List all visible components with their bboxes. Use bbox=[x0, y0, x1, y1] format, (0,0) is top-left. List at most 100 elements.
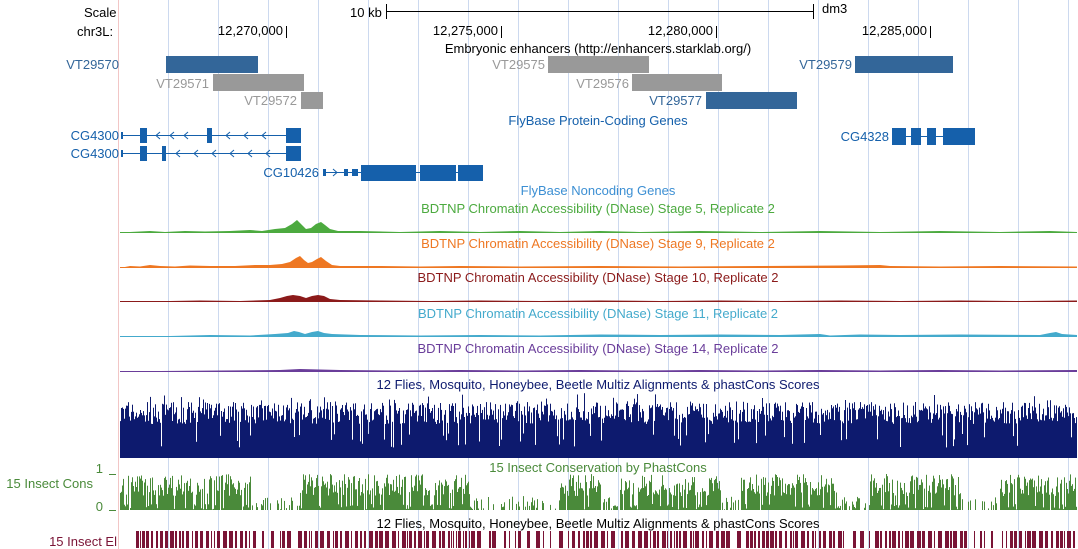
gene-label[interactable]: CG4328 bbox=[841, 129, 889, 144]
phastcons-bar bbox=[916, 476, 917, 510]
phastcons-bar bbox=[855, 508, 856, 510]
enhancer-feature[interactable] bbox=[855, 56, 953, 73]
multiz-bar bbox=[279, 416, 280, 458]
multiz-bar bbox=[823, 413, 824, 458]
enhancer-feature[interactable] bbox=[632, 74, 722, 91]
multiz-bar bbox=[994, 421, 995, 458]
phastcons-bar bbox=[301, 508, 302, 510]
phastcons-bar bbox=[1000, 488, 1001, 510]
gene-label[interactable]: CG4300 bbox=[71, 128, 119, 143]
multiz-bar bbox=[157, 421, 158, 458]
conserved-element bbox=[385, 531, 389, 548]
phastcons-bar bbox=[203, 509, 204, 510]
multiz-bar bbox=[710, 420, 711, 458]
conserved-element bbox=[594, 531, 598, 548]
phastcons-bar bbox=[413, 490, 414, 510]
multiz-bar bbox=[1043, 408, 1044, 458]
phastcons-bar bbox=[249, 482, 250, 510]
gene-model[interactable] bbox=[121, 128, 301, 143]
gene-model[interactable] bbox=[892, 128, 975, 145]
multiz-bar bbox=[206, 409, 207, 458]
phastcons-bar bbox=[501, 504, 502, 510]
phastcons-bar bbox=[196, 494, 197, 510]
phastcons-bar bbox=[438, 485, 439, 510]
multiz-bar bbox=[520, 441, 521, 458]
multiz-bar bbox=[643, 411, 644, 458]
enhancer-feature[interactable] bbox=[548, 56, 649, 73]
gene-model[interactable] bbox=[323, 165, 483, 181]
multiz-bar bbox=[557, 436, 558, 458]
phastcons-bar bbox=[443, 494, 444, 510]
phastcons-bar bbox=[341, 507, 342, 510]
multiz-bar bbox=[645, 421, 646, 458]
enhancer-label[interactable]: VT29577 bbox=[649, 93, 702, 108]
enhancer-label[interactable]: VT29579 bbox=[799, 57, 852, 72]
multiz-bar bbox=[200, 411, 201, 458]
multiz-bar bbox=[959, 422, 960, 458]
phastcons-bar bbox=[769, 504, 770, 510]
multiz-bar bbox=[919, 409, 920, 458]
phastcons-side-label[interactable]: 15 Insect Cons bbox=[6, 476, 93, 491]
multiz-bar bbox=[912, 417, 913, 458]
multiz-bar bbox=[787, 410, 788, 458]
multiz-bar bbox=[261, 400, 262, 458]
enhancer-label[interactable]: VT29576 bbox=[576, 76, 629, 91]
conserved-element bbox=[960, 531, 963, 548]
multiz-bar bbox=[552, 411, 553, 458]
multiz-bar bbox=[538, 413, 539, 458]
phastcons-bar bbox=[930, 492, 931, 510]
gene-label[interactable]: CG10426 bbox=[263, 165, 319, 180]
multiz-bar bbox=[135, 416, 136, 458]
phastcons-bar bbox=[378, 485, 379, 510]
multiz-bar bbox=[853, 408, 854, 458]
enhancer-label[interactable]: VT29571 bbox=[156, 76, 209, 91]
phastcons-bar bbox=[883, 509, 884, 510]
phastcons-bar bbox=[894, 506, 895, 510]
multiz-bar bbox=[804, 442, 805, 458]
multiz-bar bbox=[858, 409, 859, 458]
phastcons-bar bbox=[1054, 507, 1055, 510]
enhancer-label[interactable]: VT29570 bbox=[66, 57, 119, 72]
phastcons-bar bbox=[180, 488, 181, 510]
multiz-bar bbox=[649, 405, 650, 458]
phastcons-bar bbox=[952, 476, 953, 510]
enhancer-label[interactable]: VT29575 bbox=[492, 57, 545, 72]
multiz-bar bbox=[639, 405, 640, 458]
gene-model[interactable] bbox=[121, 146, 301, 161]
phastcons-bar bbox=[560, 487, 561, 510]
enhancer-feature[interactable] bbox=[301, 92, 323, 109]
conserved-element bbox=[170, 531, 174, 548]
multiz-bar bbox=[899, 416, 900, 458]
multiz-bar bbox=[554, 409, 555, 458]
multiz-bar bbox=[616, 402, 617, 458]
conserved-element bbox=[779, 531, 782, 548]
multiz-bar bbox=[762, 398, 763, 458]
enhancer-feature[interactable] bbox=[706, 92, 797, 109]
phastcons-bar bbox=[795, 506, 796, 510]
multiz-bar bbox=[793, 412, 794, 458]
enhancer-label[interactable]: VT29572 bbox=[244, 93, 297, 108]
phastcons-bar bbox=[389, 495, 390, 510]
phastcons-bar bbox=[822, 486, 823, 510]
phastcons-bar bbox=[663, 484, 664, 510]
gene-label[interactable]: CG4300 bbox=[71, 146, 119, 161]
phastcons-bar bbox=[145, 479, 146, 510]
multiz-bar bbox=[415, 411, 416, 458]
phastcons-bar bbox=[481, 499, 482, 510]
multiz-bar bbox=[565, 414, 566, 458]
multiz-bar bbox=[1038, 421, 1039, 458]
elements-side-label[interactable]: 15 Insect El bbox=[49, 534, 117, 549]
enhancer-feature[interactable] bbox=[213, 74, 304, 91]
multiz-bar bbox=[239, 447, 240, 458]
multiz-bar bbox=[636, 402, 637, 458]
phastcons-bar bbox=[306, 493, 307, 510]
multiz-bar bbox=[534, 407, 535, 458]
enhancer-feature[interactable] bbox=[166, 56, 258, 73]
phastcons-bar bbox=[303, 474, 304, 510]
multiz-bar bbox=[276, 411, 277, 458]
phastcons-bar bbox=[864, 507, 865, 510]
conserved-element bbox=[448, 531, 450, 548]
multiz-bar bbox=[610, 417, 611, 458]
multiz-bar bbox=[1050, 400, 1051, 458]
